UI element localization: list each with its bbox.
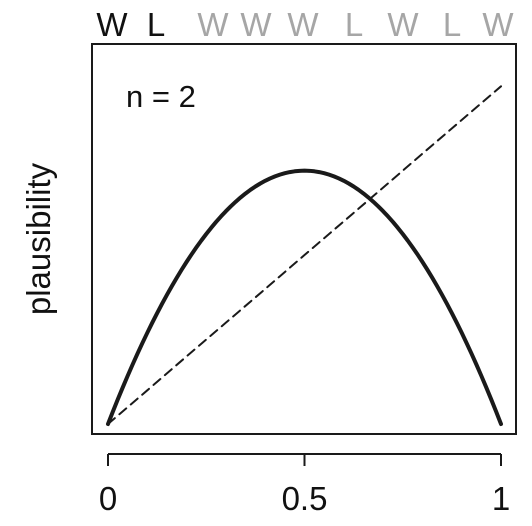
observation-7: W <box>387 6 419 43</box>
observation-6: L <box>345 6 363 43</box>
observation-8: L <box>443 6 461 43</box>
observation-2: L <box>147 6 165 43</box>
sample-size-annotation: n = 2 <box>126 79 196 114</box>
x-tick-label: 0.5 <box>282 480 328 517</box>
observation-3: W <box>197 6 229 43</box>
series-line-dashed <box>107 85 502 425</box>
plot-frame <box>91 43 517 435</box>
x-axis: 0 0.5 1 <box>99 453 510 517</box>
observation-1: W <box>96 6 128 43</box>
series-line-solid <box>106 168 503 426</box>
observation-4: W <box>240 6 272 43</box>
x-tick-label: 1 <box>492 480 510 517</box>
x-tick-label: 0 <box>99 480 117 517</box>
observation-5: W <box>287 6 319 43</box>
observation-9: W <box>482 6 514 43</box>
series-group <box>106 85 503 426</box>
y-axis-label: plausibility <box>20 162 57 315</box>
